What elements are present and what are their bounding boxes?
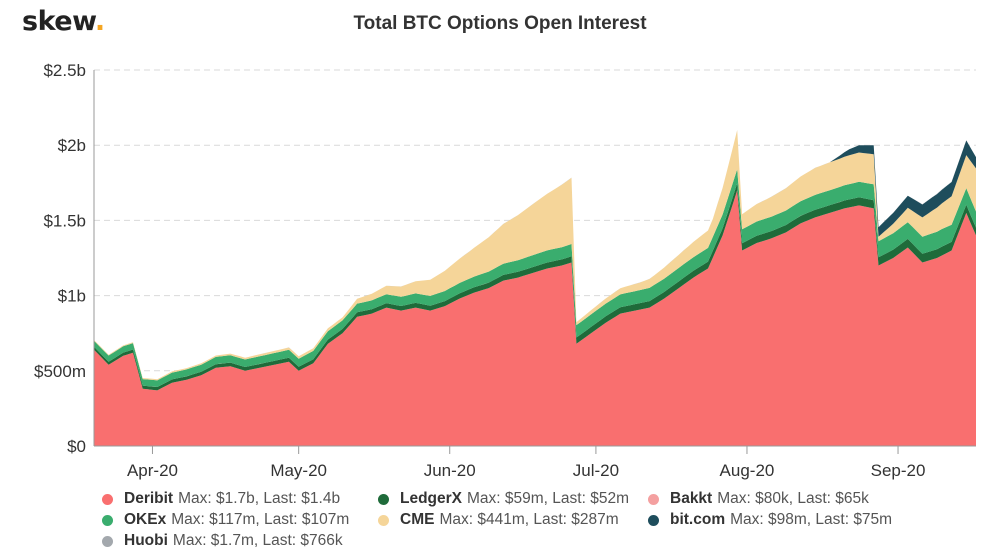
legend-swatch: [102, 493, 113, 505]
legend-series-name: Huobi: [124, 532, 168, 549]
chart-title: Total BTC Options Open Interest: [353, 13, 647, 34]
legend-item[interactable]: CME Max: $441m, Last: $287m: [378, 510, 648, 530]
legend-item[interactable]: bit.com Max: $98m, Last: $75m: [648, 510, 948, 530]
legend-swatch: [102, 514, 113, 526]
legend-item[interactable]: Deribit Max: $1.7b, Last: $1.4b: [102, 489, 378, 509]
area-deribit: [94, 190, 976, 446]
legend-item[interactable]: Huobi Max: $1.7m, Last: $766k: [102, 531, 378, 551]
legend-series-name: OKEx: [124, 511, 167, 528]
legend-series-name: Deribit: [124, 490, 174, 507]
legend-series-name: bit.com: [670, 511, 726, 528]
legend-series-stats: Max: $80k, Last: $65k: [717, 490, 869, 507]
legend-series-stats: Max: $441m, Last: $287m: [439, 511, 619, 528]
x-tick-label: Jun-20: [424, 461, 476, 480]
legend-item[interactable]: OKEx Max: $117m, Last: $107m: [102, 510, 378, 530]
legend-series-name: Bakkt: [670, 490, 713, 507]
x-tick-label: Apr-20: [127, 461, 178, 480]
legend-series-stats: Max: $59m, Last: $52m: [467, 490, 629, 507]
legend-series-name: LedgerX: [400, 490, 463, 507]
legend-item[interactable]: LedgerX Max: $59m, Last: $52m: [378, 489, 648, 509]
legend-item[interactable]: Bakkt Max: $80k, Last: $65k: [648, 489, 948, 509]
legend-swatch: [102, 535, 113, 547]
y-tick-label: $1.5b: [43, 211, 86, 230]
area-okex: [94, 169, 976, 387]
y-tick-label: $2.5b: [43, 61, 86, 80]
x-tick-label: Jul-20: [573, 461, 619, 480]
legend-series-stats: Max: $1.7b, Last: $1.4b: [178, 490, 341, 507]
x-tick-label: Aug-20: [720, 461, 775, 480]
legend-series-stats: Max: $117m, Last: $107m: [171, 511, 350, 528]
chart-legend: Deribit Max: $1.7b, Last: $1.4b LedgerX Max…: [102, 489, 948, 551]
x-tick-label: Sep-20: [871, 461, 926, 480]
x-tick-label: May-20: [270, 461, 327, 480]
y-tick-label: $1b: [58, 287, 86, 306]
legend-swatch: [648, 493, 659, 505]
legend-series-name: CME: [400, 511, 435, 528]
y-tick-label: $2b: [58, 136, 86, 155]
legend-series-stats: Max: $98m, Last: $75m: [730, 511, 893, 528]
legend-series-stats: Max: $1.7m, Last: $766k: [172, 532, 343, 549]
y-tick-label: $0: [67, 437, 86, 456]
legend-swatch: [378, 514, 389, 526]
skew-logo: skew.: [22, 6, 105, 37]
y-tick-label: $500m: [34, 362, 86, 381]
legend-swatch: [648, 514, 659, 526]
legend-swatch: [378, 493, 389, 505]
